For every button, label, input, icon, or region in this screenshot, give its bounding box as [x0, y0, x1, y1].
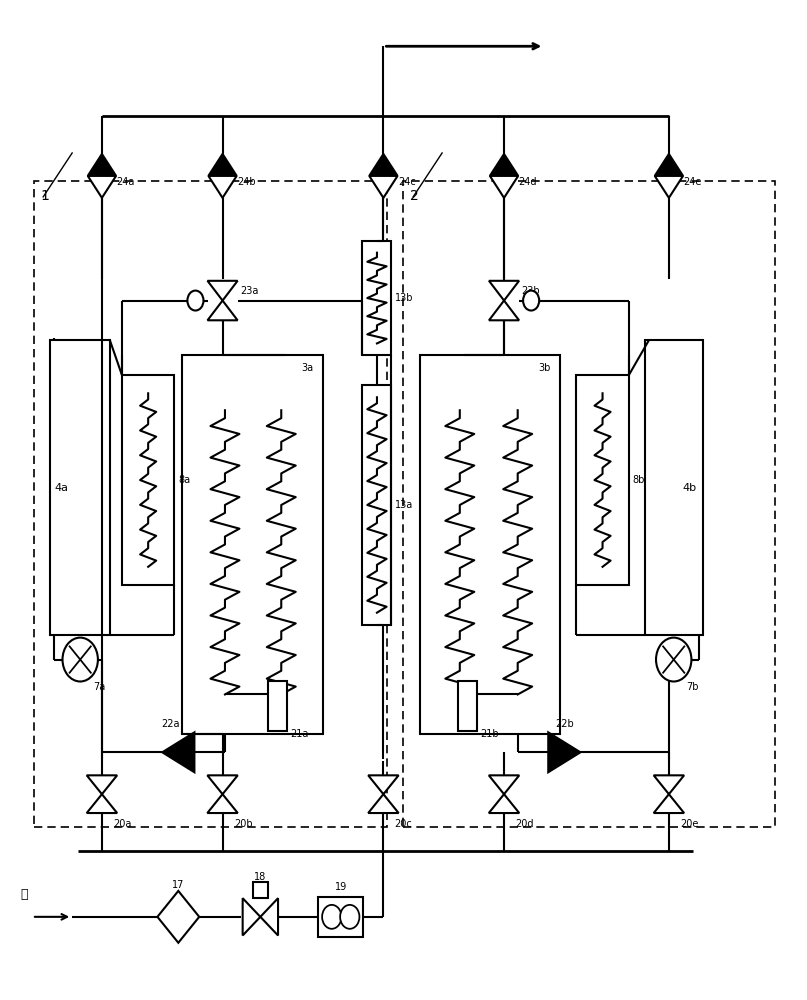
- Polygon shape: [207, 794, 238, 813]
- Bar: [122, 375, 174, 585]
- Bar: [576, 375, 629, 585]
- Circle shape: [523, 291, 539, 311]
- Bar: [458, 681, 478, 731]
- Polygon shape: [490, 154, 518, 176]
- Text: 20d: 20d: [516, 819, 533, 829]
- Polygon shape: [490, 176, 518, 198]
- Text: 18: 18: [254, 872, 266, 882]
- Text: 24d: 24d: [519, 177, 537, 187]
- Polygon shape: [548, 732, 580, 772]
- Text: 4b: 4b: [682, 483, 696, 493]
- Polygon shape: [654, 154, 683, 176]
- Text: 21b: 21b: [481, 729, 500, 739]
- Text: 22b: 22b: [555, 719, 574, 729]
- Circle shape: [322, 905, 341, 929]
- Bar: [420, 355, 560, 734]
- Polygon shape: [208, 154, 236, 176]
- Bar: [318, 897, 363, 937]
- Polygon shape: [243, 898, 261, 935]
- Text: 4a: 4a: [54, 483, 69, 493]
- Polygon shape: [208, 176, 236, 198]
- Polygon shape: [261, 898, 278, 935]
- Circle shape: [340, 905, 359, 929]
- Polygon shape: [654, 176, 683, 198]
- Text: 20c: 20c: [395, 819, 412, 829]
- Polygon shape: [88, 154, 116, 176]
- Polygon shape: [370, 154, 398, 176]
- Text: 8a: 8a: [178, 475, 190, 485]
- Text: 1: 1: [40, 189, 49, 203]
- Polygon shape: [370, 176, 398, 198]
- Text: 21a: 21a: [290, 729, 308, 739]
- Text: 19: 19: [335, 882, 347, 892]
- Polygon shape: [489, 281, 519, 301]
- Circle shape: [656, 638, 692, 681]
- Bar: [268, 681, 286, 731]
- Text: 23b: 23b: [521, 286, 541, 296]
- Polygon shape: [368, 794, 399, 813]
- Text: 24b: 24b: [237, 177, 256, 187]
- Polygon shape: [654, 775, 684, 794]
- Text: 20e: 20e: [680, 819, 699, 829]
- Polygon shape: [88, 176, 116, 198]
- Text: 13a: 13a: [395, 500, 413, 510]
- Bar: [253, 882, 268, 898]
- Text: 24c: 24c: [398, 177, 416, 187]
- Text: 7b: 7b: [687, 682, 699, 692]
- Polygon shape: [489, 301, 519, 320]
- Polygon shape: [162, 732, 194, 772]
- Bar: [645, 340, 703, 635]
- Circle shape: [187, 291, 203, 311]
- Polygon shape: [207, 775, 238, 794]
- Bar: [50, 340, 110, 635]
- Text: 24e: 24e: [684, 177, 702, 187]
- Text: 3b: 3b: [538, 363, 550, 373]
- Text: 20b: 20b: [234, 819, 253, 829]
- Text: 23a: 23a: [240, 286, 258, 296]
- Text: 3a: 3a: [301, 363, 313, 373]
- Polygon shape: [86, 775, 117, 794]
- Text: 17: 17: [172, 880, 185, 890]
- Polygon shape: [207, 281, 237, 301]
- Polygon shape: [368, 775, 399, 794]
- Polygon shape: [86, 794, 117, 813]
- Polygon shape: [654, 794, 684, 813]
- Text: 22a: 22a: [161, 719, 179, 729]
- Bar: [182, 355, 323, 734]
- Text: 2: 2: [410, 189, 419, 203]
- Text: 水: 水: [20, 888, 27, 901]
- Circle shape: [62, 638, 98, 681]
- Polygon shape: [157, 891, 199, 943]
- Text: 8b: 8b: [633, 475, 645, 485]
- Bar: [362, 241, 391, 355]
- Text: 20a: 20a: [113, 819, 132, 829]
- Polygon shape: [489, 775, 519, 794]
- Polygon shape: [207, 301, 237, 320]
- Bar: [362, 385, 391, 625]
- Text: 13b: 13b: [395, 293, 413, 303]
- Text: 7a: 7a: [93, 682, 106, 692]
- Polygon shape: [489, 794, 519, 813]
- Text: 24a: 24a: [116, 177, 135, 187]
